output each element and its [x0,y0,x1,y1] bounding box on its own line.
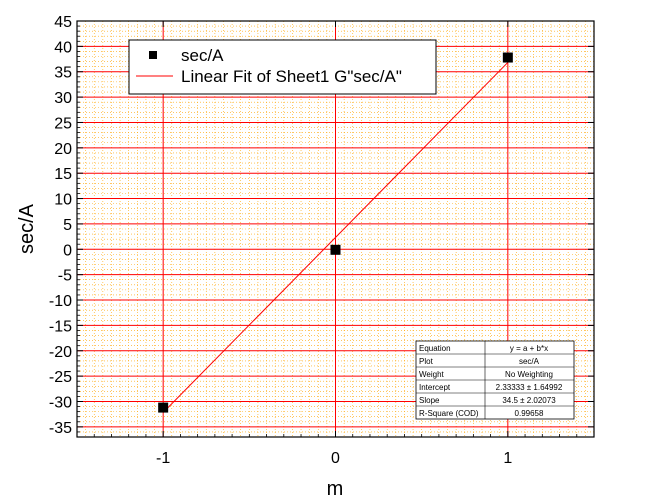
y-tick-label: 25 [54,115,72,132]
legend-scatter-label: sec/A [181,46,224,65]
data-point-marker [330,244,341,255]
y-tick-label: -30 [49,394,72,411]
y-axis-title: sec/A [16,203,38,254]
y-tick-label: -15 [49,318,72,335]
stats-row-label: Intercept [419,383,451,392]
y-tick-label: 0 [63,242,72,259]
y-axis-ticks: 45 40 35 30 25 20 15 10 5 0 -5 -10 -15 -20 -25 -30 -35 [49,14,594,438]
stats-row-label: Slope [419,396,440,405]
y-tick-label: -5 [58,268,72,285]
y-tick-label: 15 [54,166,72,183]
y-tick-label: -20 [49,344,72,361]
stats-row-label: R-Square (COD) [419,409,479,418]
y-tick-label: 30 [54,90,72,107]
legend: sec/A Linear Fit of Sheet1 G"sec/A" [128,39,437,95]
y-tick-label: 5 [63,217,72,234]
legend-box [128,39,437,95]
y-tick-label: 10 [54,192,72,209]
x-axis-ticks: -1 0 1 [76,21,595,467]
points-layer [158,52,513,413]
data-point-marker [158,402,169,413]
regression-stats-table: Equation y = a + b*x Plot sec/A Weight No Wei… [415,340,575,420]
stats-row-label: Equation [419,344,451,353]
data-point-marker [502,52,513,63]
stats-row-value: y = a + b*x [510,344,548,353]
stats-row-value: sec/A [519,357,540,366]
stats-row-value: No Weighting [505,370,553,379]
y-tick-label: 35 [54,65,72,82]
linear-fit-line [162,62,509,413]
stats-row-value: 34.5 ± 2.02073 [502,396,556,405]
y-tick-label: -35 [49,420,72,437]
stats-row-label: Plot [419,357,434,366]
x-tick-label: -1 [156,450,170,467]
y-tick-label: -25 [49,369,72,386]
stats-row-value: 2.33333 ± 1.64992 [496,383,563,392]
x-tick-label: 0 [331,450,340,467]
stats-row-value: 0.99658 [515,409,544,418]
stats-row-label: Weight [419,370,445,379]
legend-fit-label: Linear Fit of Sheet1 G"sec/A" [181,67,402,86]
x-axis-title: m [327,478,344,500]
fit-layer [162,62,509,413]
y-tick-label: 40 [54,39,72,56]
y-tick-label: 20 [54,141,72,158]
y-tick-label: 45 [54,14,72,31]
y-tick-label: -10 [49,293,72,310]
legend-scatter-swatch [149,51,157,59]
x-tick-label: 1 [503,450,512,467]
